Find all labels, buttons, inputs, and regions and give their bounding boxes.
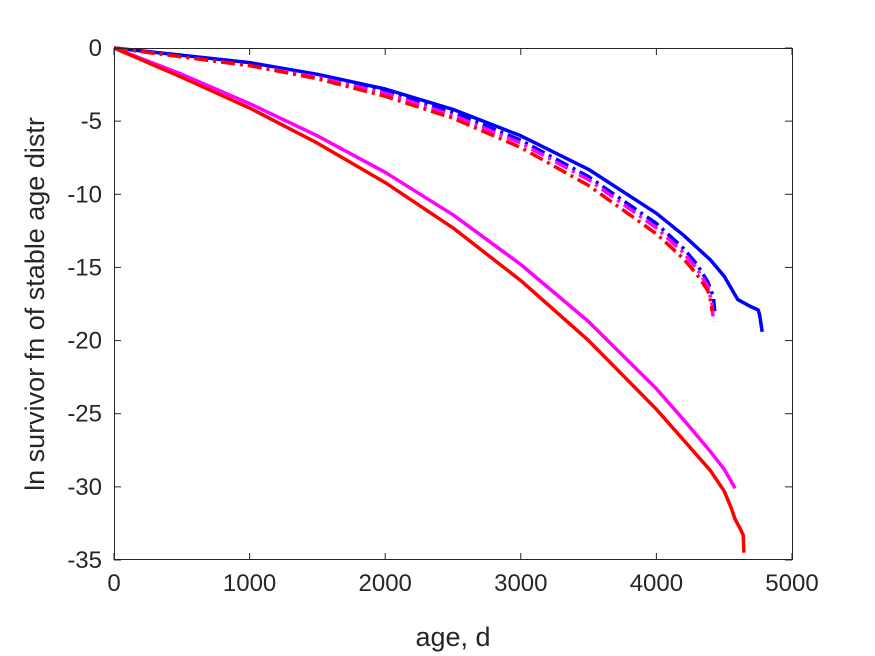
y-tick-label: 0 — [89, 35, 102, 62]
axes-layer — [114, 48, 793, 560]
y-tick-label: -15 — [67, 254, 102, 281]
series-line-5 — [113, 46, 737, 490]
plot-area — [114, 48, 792, 560]
x-axis-label: age, d — [415, 622, 490, 652]
x-tick-label: 4000 — [630, 570, 683, 597]
y-tick-label: -30 — [67, 474, 102, 501]
series-line-6 — [113, 46, 746, 553]
y-axis-label: ln survivor fn of stable age distr — [20, 117, 50, 491]
series-layer — [113, 46, 764, 553]
y-tick-label: -35 — [67, 547, 102, 574]
x-tick-label: 1000 — [223, 570, 276, 597]
x-tick-label: 0 — [107, 570, 120, 597]
y-tick-label: -25 — [67, 401, 102, 428]
y-tick-label: -20 — [67, 328, 102, 355]
y-tick-label: -10 — [67, 181, 102, 208]
axes-box — [114, 48, 793, 560]
y-tick-label: -5 — [81, 108, 102, 135]
x-tick-label: 3000 — [494, 570, 547, 597]
x-tick-label: 5000 — [765, 570, 818, 597]
ticks-layer: 0 1000 2000 3000 4000 5000 0 -5 -10 -15 -20 -25 -30 -… — [67, 35, 818, 597]
x-tick-label: 2000 — [359, 570, 412, 597]
series-line-4 — [113, 46, 714, 312]
